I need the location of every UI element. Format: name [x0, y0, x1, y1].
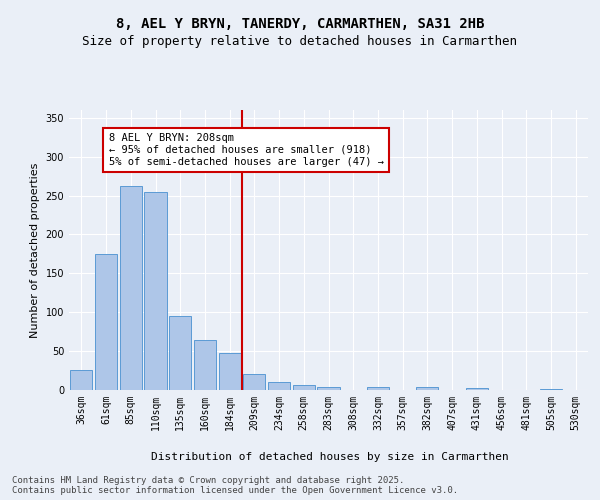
Text: Size of property relative to detached houses in Carmarthen: Size of property relative to detached ho…	[83, 35, 517, 48]
Text: 8 AEL Y BRYN: 208sqm
← 95% of detached houses are smaller (918)
5% of semi-detac: 8 AEL Y BRYN: 208sqm ← 95% of detached h…	[109, 134, 383, 166]
Bar	[317, 387, 340, 390]
Text: 8, AEL Y BRYN, TANERDY, CARMARTHEN, SA31 2HB: 8, AEL Y BRYN, TANERDY, CARMARTHEN, SA31…	[116, 18, 484, 32]
Bar	[416, 387, 439, 390]
Y-axis label: Number of detached properties: Number of detached properties	[30, 162, 40, 338]
Bar	[194, 340, 216, 390]
Bar	[243, 374, 265, 390]
Bar	[293, 384, 315, 390]
Text: Distribution of detached houses by size in Carmarthen: Distribution of detached houses by size …	[151, 452, 509, 462]
Bar	[466, 388, 488, 390]
Bar	[70, 370, 92, 390]
Bar	[145, 192, 167, 390]
Bar	[119, 186, 142, 390]
Bar	[169, 316, 191, 390]
Bar	[268, 382, 290, 390]
Text: Contains HM Land Registry data © Crown copyright and database right 2025.
Contai: Contains HM Land Registry data © Crown c…	[12, 476, 458, 495]
Bar	[218, 354, 241, 390]
Bar	[95, 254, 117, 390]
Bar	[540, 389, 562, 390]
Bar	[367, 387, 389, 390]
